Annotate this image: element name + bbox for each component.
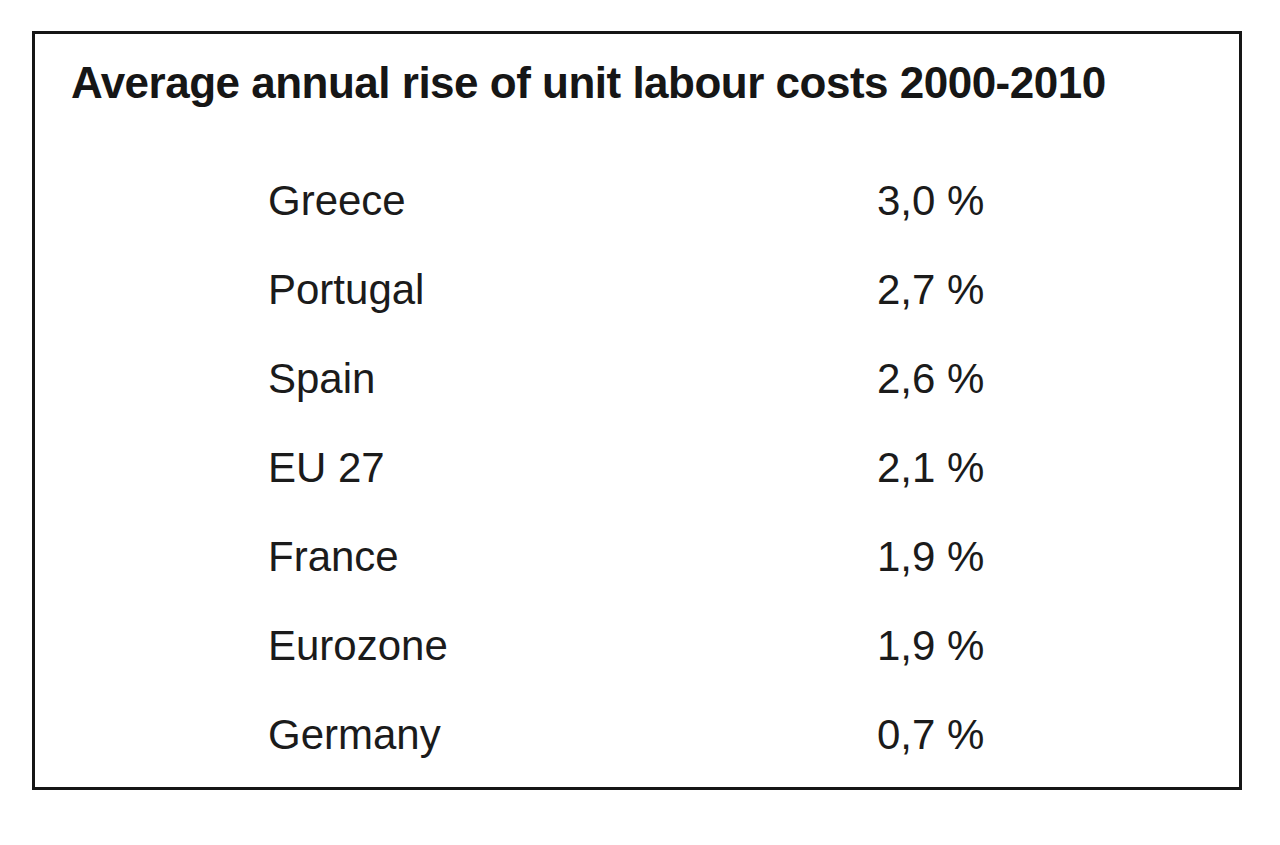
country-label: Portugal	[268, 266, 424, 314]
table-body: Greece 3,0 % Portugal 2,7 % Spain 2,6 % …	[35, 156, 1239, 779]
table-row: Germany 0,7 %	[35, 690, 1239, 779]
table-row: Eurozone 1,9 %	[35, 601, 1239, 690]
country-label: Germany	[268, 711, 441, 759]
percent-value: 1,9 %	[877, 533, 984, 581]
percent-value: 2,1 %	[877, 444, 984, 492]
table-row: Greece 3,0 %	[35, 156, 1239, 245]
country-label: Greece	[268, 177, 406, 225]
page-background: Average annual rise of unit labour costs…	[0, 0, 1280, 845]
chart-title: Average annual rise of unit labour costs…	[71, 58, 1221, 108]
percent-value: 0,7 %	[877, 711, 984, 759]
country-label: France	[268, 533, 399, 581]
table-row: EU 27 2,1 %	[35, 423, 1239, 512]
percent-value: 3,0 %	[877, 177, 984, 225]
table-row: Spain 2,6 %	[35, 334, 1239, 423]
percent-value: 2,7 %	[877, 266, 984, 314]
country-label: Eurozone	[268, 622, 448, 670]
country-label: EU 27	[268, 444, 385, 492]
percent-value: 1,9 %	[877, 622, 984, 670]
table-row: Portugal 2,7 %	[35, 245, 1239, 334]
percent-value: 2,6 %	[877, 355, 984, 403]
table-frame: Average annual rise of unit labour costs…	[32, 31, 1242, 790]
table-row: France 1,9 %	[35, 512, 1239, 601]
country-label: Spain	[268, 355, 375, 403]
